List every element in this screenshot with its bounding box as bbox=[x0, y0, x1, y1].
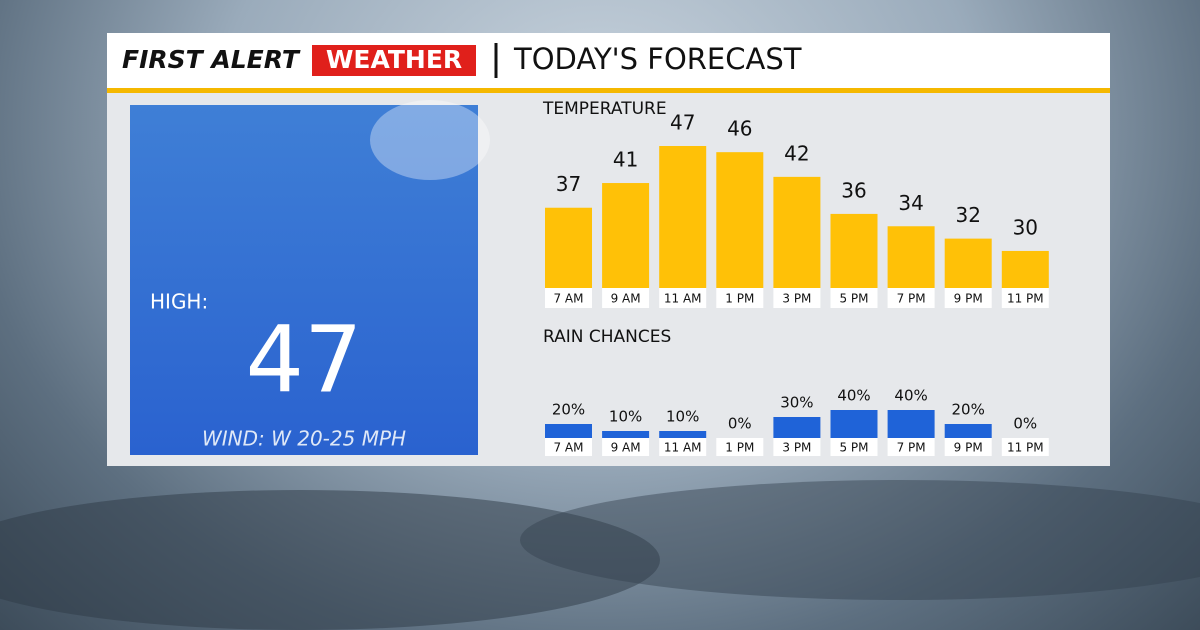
cloud-highlight bbox=[370, 100, 490, 180]
brand-second: WEATHER bbox=[326, 45, 462, 74]
high-panel bbox=[130, 105, 478, 455]
header-stripe bbox=[107, 88, 1110, 93]
category-box bbox=[659, 288, 707, 308]
value-label: 10% bbox=[666, 408, 699, 426]
value-label: 46 bbox=[727, 117, 752, 141]
value-label: 30 bbox=[1013, 215, 1038, 239]
category-box bbox=[944, 438, 992, 456]
value-label: 0% bbox=[728, 415, 752, 433]
category-box bbox=[602, 288, 650, 308]
x-tick-label: 3 PM bbox=[782, 441, 811, 455]
category-box bbox=[1001, 288, 1049, 308]
category-box bbox=[659, 438, 707, 456]
category-box bbox=[887, 288, 935, 308]
value-label: 0% bbox=[1013, 415, 1037, 433]
cloud bbox=[520, 480, 1200, 600]
bar bbox=[545, 424, 592, 438]
x-tick-label: 11 PM bbox=[1007, 441, 1044, 455]
value-label: 47 bbox=[670, 111, 695, 135]
bar bbox=[659, 146, 707, 288]
value-label: 20% bbox=[952, 401, 985, 419]
chart-title: TEMPERATURE bbox=[542, 99, 667, 119]
x-tick-label: 5 PM bbox=[839, 441, 868, 455]
value-label: 42 bbox=[784, 141, 809, 165]
brand-first: FIRST ALERT bbox=[122, 45, 301, 74]
category-box bbox=[887, 438, 935, 456]
value-label: 10% bbox=[609, 408, 642, 426]
wind: WIND: W 20-25 MPH bbox=[202, 427, 406, 451]
x-tick-label: 5 PM bbox=[839, 292, 868, 306]
category-box bbox=[545, 438, 592, 456]
category-box bbox=[716, 288, 764, 308]
category-box bbox=[545, 288, 592, 308]
x-tick-label: 11 AM bbox=[664, 441, 702, 455]
header-bar bbox=[107, 33, 1110, 88]
x-tick-label: 7 PM bbox=[897, 441, 926, 455]
category-box bbox=[944, 288, 992, 308]
value-label: 30% bbox=[780, 394, 813, 412]
category-box bbox=[716, 438, 764, 456]
bar bbox=[830, 410, 878, 438]
high-label: HIGH: bbox=[150, 290, 208, 314]
bar bbox=[887, 410, 935, 438]
x-tick-label: 1 PM bbox=[725, 292, 754, 306]
category-box bbox=[1001, 438, 1049, 456]
value-label: 41 bbox=[613, 148, 638, 172]
x-tick-label: 9 PM bbox=[954, 292, 983, 306]
x-tick-label: 1 PM bbox=[725, 441, 754, 455]
value-label: 40% bbox=[894, 387, 927, 405]
x-tick-label: 7 AM bbox=[553, 292, 583, 306]
category-box bbox=[773, 438, 821, 456]
chart-title: RAIN CHANCES bbox=[543, 327, 671, 347]
bar bbox=[545, 207, 592, 288]
category-box bbox=[830, 288, 878, 308]
high-value: 47 bbox=[245, 306, 362, 413]
value-label: 36 bbox=[841, 178, 866, 202]
bar bbox=[773, 176, 821, 288]
bar bbox=[773, 417, 821, 438]
x-tick-label: 9 AM bbox=[611, 292, 641, 306]
category-box bbox=[602, 438, 650, 456]
x-tick-label: 11 PM bbox=[1007, 292, 1044, 306]
brand-box bbox=[312, 45, 476, 76]
bar bbox=[944, 424, 992, 438]
cloud bbox=[0, 490, 660, 630]
bar bbox=[716, 152, 764, 288]
x-tick-label: 9 PM bbox=[954, 441, 983, 455]
bar bbox=[602, 183, 650, 288]
bar bbox=[887, 226, 935, 288]
value-label: 34 bbox=[898, 191, 923, 215]
x-tick-label: 7 PM bbox=[897, 292, 926, 306]
value-label: 37 bbox=[556, 172, 581, 196]
bar bbox=[944, 238, 992, 288]
value-label: 32 bbox=[955, 203, 980, 227]
value-label: 40% bbox=[837, 387, 870, 405]
x-tick-label: 9 AM bbox=[611, 441, 641, 455]
category-box bbox=[830, 438, 878, 456]
x-tick-label: 7 AM bbox=[553, 441, 583, 455]
bar bbox=[1001, 250, 1049, 288]
header-title: TODAY'S FORECAST bbox=[513, 42, 802, 76]
value-label: 20% bbox=[552, 401, 585, 419]
bar bbox=[602, 431, 650, 438]
x-tick-label: 3 PM bbox=[782, 292, 811, 306]
x-tick-label: 11 AM bbox=[664, 292, 702, 306]
bar bbox=[659, 431, 707, 438]
category-box bbox=[773, 288, 821, 308]
bar bbox=[830, 213, 878, 288]
